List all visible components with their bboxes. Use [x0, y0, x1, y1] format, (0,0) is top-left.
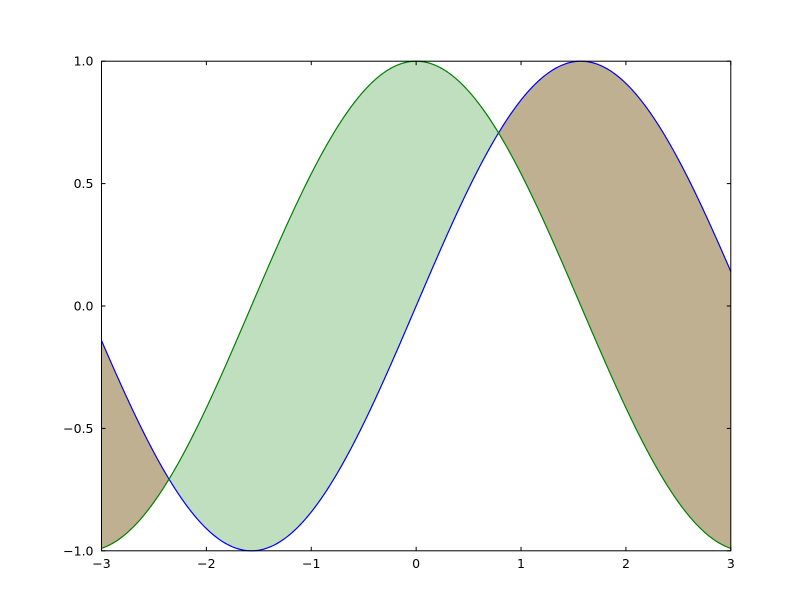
y-tick-label: −0.5: [63, 421, 93, 436]
region-sin-above-cos-right: [498, 61, 731, 549]
x-tick-label: −3: [92, 556, 110, 571]
region-cos-above-sin: [169, 61, 499, 551]
y-tick-label: 0.5: [74, 176, 94, 191]
tick-labels: −3 −2 −1 0 1 2 3 −1.0 −0.5 0.0 0.5 1.0: [63, 54, 735, 571]
x-tick-label: 3: [727, 556, 735, 571]
x-tick-label: 1: [517, 556, 525, 571]
x-tick-label: −2: [197, 556, 215, 571]
x-tick-label: 0: [412, 556, 420, 571]
x-tick-label: −1: [302, 556, 320, 571]
y-tick-label: 0.0: [74, 299, 94, 314]
x-tick-label: 2: [622, 556, 630, 571]
y-tick-label: 1.0: [74, 54, 94, 69]
fill-regions: [101, 61, 731, 551]
region-sin-above-cos-left: [101, 340, 170, 549]
y-tick-label: −1.0: [63, 543, 93, 558]
ticks: [101, 60, 732, 552]
sin-curve: [100, 60, 732, 552]
